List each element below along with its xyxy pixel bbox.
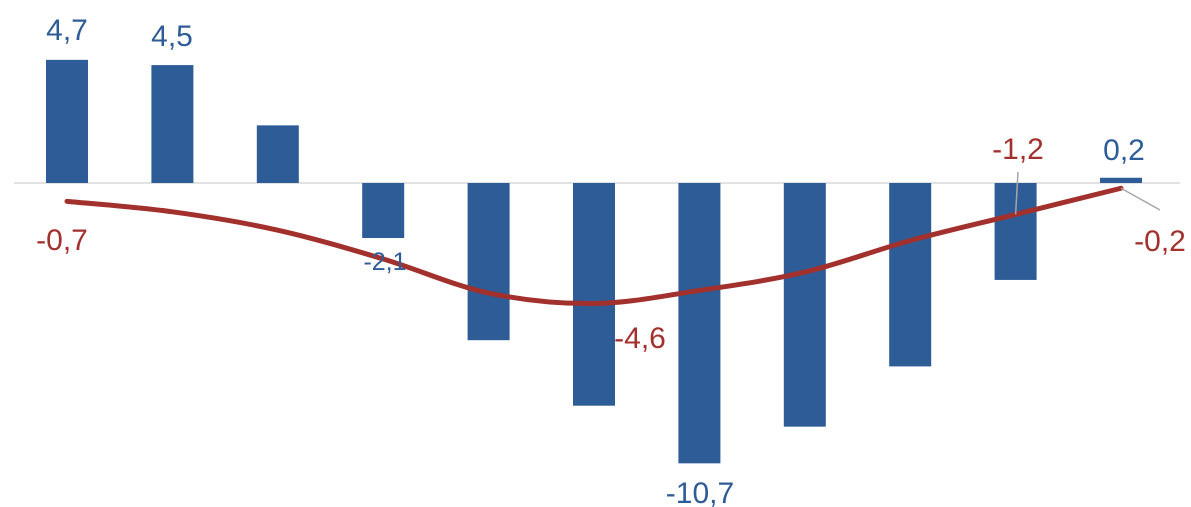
bar-8 bbox=[783, 183, 826, 427]
line-label-1: -0,7 bbox=[36, 224, 88, 257]
leader-line-11 bbox=[1120, 187, 1161, 211]
bar-9 bbox=[889, 183, 932, 367]
line-label-11: -0,2 bbox=[1134, 225, 1186, 258]
bar-1 bbox=[46, 59, 88, 183]
bar-11 bbox=[1100, 177, 1142, 183]
bar-label-4: -2,1 bbox=[363, 248, 406, 276]
leader-line-10 bbox=[1014, 171, 1019, 215]
bar-label-2: 4,5 bbox=[151, 20, 193, 53]
bar-4 bbox=[362, 183, 405, 239]
line-label-6: -4,6 bbox=[614, 322, 666, 355]
bar-label-11: 0,2 bbox=[1103, 134, 1145, 167]
bar-label-1: 4,7 bbox=[46, 14, 88, 47]
bar-2 bbox=[151, 65, 194, 183]
bar-3 bbox=[256, 125, 299, 183]
bar-10 bbox=[994, 183, 1037, 280]
line-label-10: -1,2 bbox=[992, 133, 1044, 166]
line-series bbox=[64, 185, 1124, 307]
bar-5 bbox=[467, 183, 510, 341]
bar-7 bbox=[678, 183, 721, 464]
bar-label-7: -10,7 bbox=[666, 477, 734, 507]
bar-6 bbox=[573, 183, 615, 406]
